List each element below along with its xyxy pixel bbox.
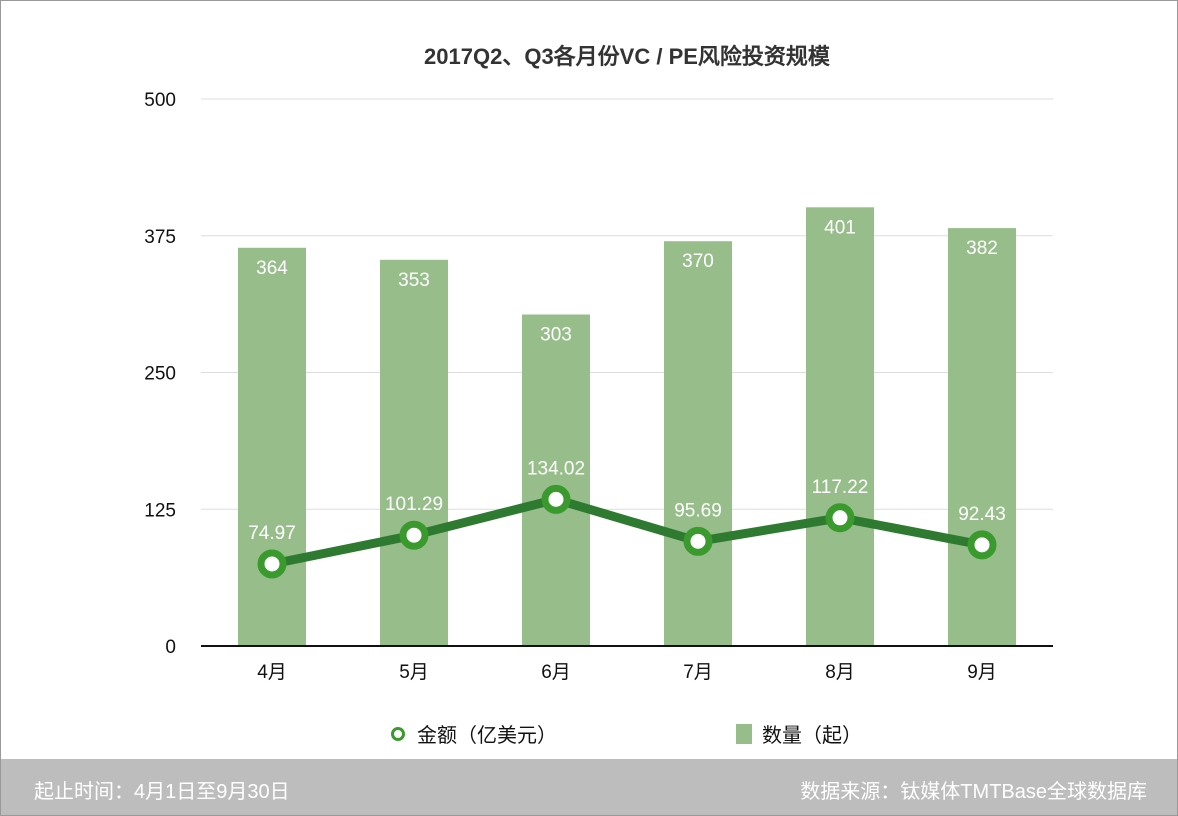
legend-item-count: 数量（起） [736,719,862,748]
line-point [399,520,429,550]
footer-source: 数据来源：钛媒体TMTBase全球数据库 [800,781,1147,803]
x-tick-label: 8月 [825,662,855,683]
plot-area: 0 125 250 375 500 364 353 303 370 401 382 4月 5月 6月 7月 8… [144,90,1053,683]
footer: 起止时间：4月1日至9月30日 数据来源：钛媒体TMTBase全球数据库 [1,759,1177,815]
legend-label-count: 数量（起） [762,725,862,747]
chart-title: 2017Q2、Q3各月份VC / PE风险投资规模 [424,44,830,69]
y-tick-label: 0 [165,637,176,658]
bar [522,314,590,646]
x-tick-label: 4月 [257,662,287,683]
x-tick-label: 9月 [967,662,997,683]
bar-value-label: 364 [256,258,288,279]
line-point [967,530,997,560]
line-value-label: 117.22 [812,477,869,498]
footer-date-range: 起止时间：4月1日至9月30日 [34,781,290,803]
x-tick-label: 6月 [541,662,571,683]
line-point [257,549,287,579]
line-series [271,494,983,569]
x-tick-label: 5月 [399,662,429,683]
bar [238,247,306,646]
legend-item-amount: 金额（亿美元） [389,719,557,748]
bar-value-label: 382 [966,238,998,259]
bar-value-label: 353 [398,270,430,291]
line-value-label: 95.69 [674,500,722,521]
y-tick-label: 500 [144,90,176,111]
y-tick-label: 125 [144,500,176,521]
bar-value-label: 303 [540,325,572,346]
bar-value-label: 401 [824,217,856,238]
square-marker-icon [736,723,752,744]
legend: 金额（亿美元） 数量（起） [1,719,1177,749]
line-value-label: 74.97 [248,523,296,544]
legend-label-amount: 金额（亿美元） [417,725,557,747]
bar [948,228,1016,647]
circle-marker-icon [391,726,405,741]
bar [664,241,732,646]
bar [380,259,448,646]
line-value-label: 92.43 [958,504,1006,525]
line-point [825,503,855,533]
bar-value-label: 370 [682,251,714,272]
line-value-label: 101.29 [385,494,443,515]
bar [806,207,874,646]
line-point [541,484,571,514]
y-tick-label: 375 [144,227,176,248]
line-point [683,526,713,556]
line-value-label: 134.02 [527,458,585,479]
y-tick-label: 250 [144,364,176,385]
x-tick-label: 7月 [683,662,713,683]
